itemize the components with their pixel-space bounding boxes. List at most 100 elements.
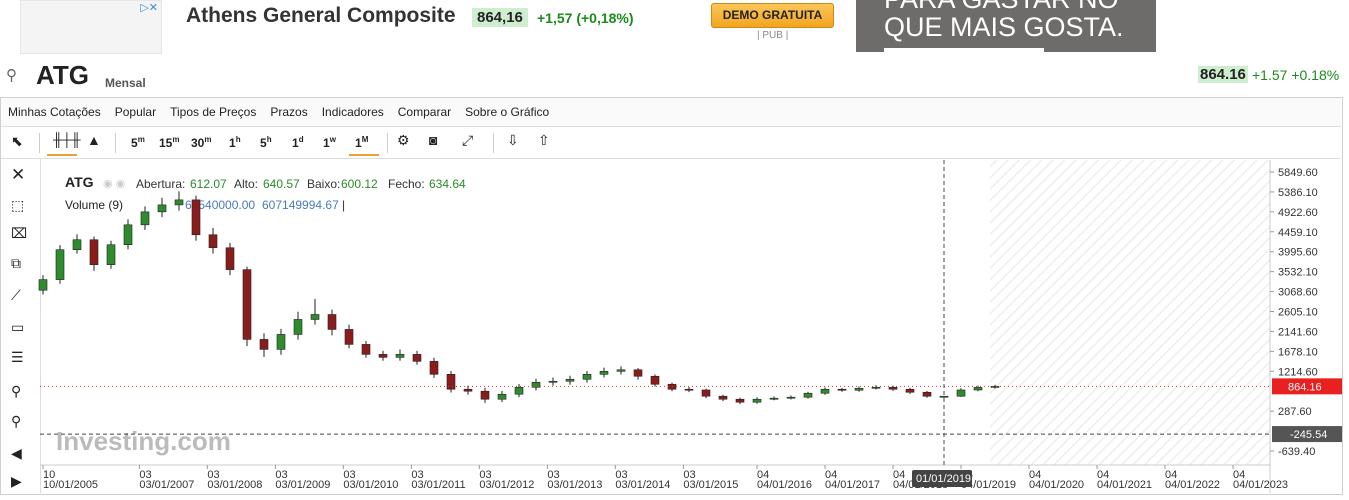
candle-body [973,387,983,391]
menu-bar: Minhas Cotações Popular Tipos de Preços Pra… [1,98,1341,127]
menu-item[interactable]: Sobre o Gráfico [465,105,550,119]
demo-button[interactable]: DEMO GRATUITA [711,3,834,28]
interval-button[interactable]: 30m [191,135,211,150]
x-tick-top: 10 [43,469,55,481]
interval-number: 1 [292,136,299,150]
candle-body [650,375,660,385]
interval-unit: m [204,135,212,144]
candle-body [854,387,864,391]
y-tick-label: 3068.60 [1278,287,1318,299]
y-tick-label: 4459.10 [1278,227,1318,239]
menu-item[interactable]: Comparar [397,105,452,119]
search-icon[interactable]: ⚲ [6,67,17,84]
fullscreen-icon[interactable]: ⤢ [462,132,474,148]
fib-tool[interactable]: ☰ [11,349,24,365]
menu-item[interactable]: Indicadores [321,105,384,119]
menu-item[interactable]: Minhas Cotações [8,105,101,119]
legend-value: 600.12 [341,177,378,191]
y-tick-label: 4922.60 [1278,207,1318,219]
candle-body [327,314,337,330]
close-tool[interactable]: ✕ [11,165,26,184]
interval-button[interactable]: 15m [159,135,179,150]
x-tick-top: 03 [275,469,287,481]
x-tick-label: 03/01/2015 [683,479,738,491]
camera-icon[interactable]: ◙ [429,132,438,148]
candle-body [293,319,303,335]
ad-choices-icon[interactable]: ▷✕ [140,2,158,14]
interval-button[interactable]: 1M [355,135,368,150]
zoom-in-tool[interactable]: ⚲ [11,383,22,399]
legend-value: 640.57 [263,177,300,191]
menu-item[interactable]: Popular [114,105,157,119]
rect-tool[interactable]: ▭ [11,319,25,335]
cursor-tool[interactable]: ⬉ [11,133,23,149]
y-tick-label: 2605.10 [1278,307,1318,319]
prev-tool[interactable]: ◀ [11,445,22,461]
y-tick-label: 5386.10 [1278,187,1318,199]
candle-body [548,380,558,383]
x-tick-label: 03/01/2010 [343,479,398,491]
zoom-out-tool[interactable]: ⚲ [11,413,22,429]
download-icon[interactable]: ⇩ [507,132,519,148]
x-tick-label: 04/01/2022 [1165,479,1220,491]
chart-frame [0,97,1343,495]
ad-image[interactable]: PARA GASTAR NO QUE MAIS GOSTA. [856,0,1156,52]
candle-body [259,339,269,350]
candle-body [769,397,779,400]
eye-icon[interactable]: ◉ ◉ [103,178,125,190]
interval-unit: w [329,135,336,144]
interval-unit: m [172,135,180,144]
last-price-box [1272,378,1342,395]
legend-value: 612.07 [190,177,227,191]
interval-unit: d [298,135,304,144]
candle-body [480,390,490,400]
legend-value: 634.64 [429,177,466,191]
x-tick-label: 03/01/2012 [479,479,534,491]
candle-body [820,388,830,394]
candle-body [191,199,201,236]
candle-body [905,388,915,393]
interval-button[interactable]: 1d [292,135,304,150]
select-tool[interactable]: ⬚ [11,197,25,213]
ad-box[interactable]: ▷✕ [20,0,162,54]
candle-body [72,239,82,251]
active-underline [47,154,77,156]
y-tick-label: 2141.60 [1278,326,1318,338]
settings-icon[interactable]: ⚙ [397,132,410,148]
active-underline [349,154,379,156]
x-tick-label: 04/01/2017 [825,479,880,491]
area-type[interactable]: ▲ [87,132,101,148]
interval-button[interactable]: 5h [260,135,272,150]
x-tick-label: 03/01/2007 [139,479,194,491]
candle-body [38,279,48,291]
candle-body [429,361,439,375]
toolbar: ⬉ ╫┼╫ ▲ ⚙ ◙ ⤢ ⇩ ⇧ 5m 15m 30m 1h 5h 1d 1w 1M [1,127,1341,159]
copy-tool[interactable]: ⧉ [11,255,21,271]
legend-label: Abertura: [136,177,185,191]
x-tick-label: 03/01/2009 [275,479,330,491]
line-tool[interactable]: ⟋ [11,287,21,303]
y-tick-label: 1214.60 [1278,366,1318,378]
interval-button[interactable]: 1w [323,135,336,150]
interval-button[interactable]: 5m [131,135,145,150]
interval-number: 5 [131,136,138,150]
x-tick-top: 03 [343,469,355,481]
delete-tool[interactable]: ⌧ [11,225,28,241]
menu-item[interactable]: Prazos [270,105,308,119]
chart: Investing.com ATG ◉ ◉ Abertura: 612.07 A… [38,160,1342,493]
candle-body [242,269,252,340]
candle-type[interactable]: ╫┼╫ [53,132,81,147]
ad-label: | PUB | [757,30,789,41]
ad-text: QUE MAIS GOSTA. [884,12,1124,42]
menu-item[interactable]: Tipos de Preços [170,105,257,119]
quote-price: 864,16 [472,8,528,27]
crosshair-value-box [1272,426,1342,443]
interval-button[interactable]: 1h [229,135,241,150]
x-tick-top: 04 [1233,469,1245,481]
x-tick-label: 03/01/2013 [547,479,602,491]
candle-body [565,378,575,382]
candle-body [531,381,541,388]
x-tick-label: 03/01/2008 [207,479,262,491]
upload-icon[interactable]: ⇧ [538,132,550,148]
next-tool[interactable]: ▶ [11,473,22,489]
